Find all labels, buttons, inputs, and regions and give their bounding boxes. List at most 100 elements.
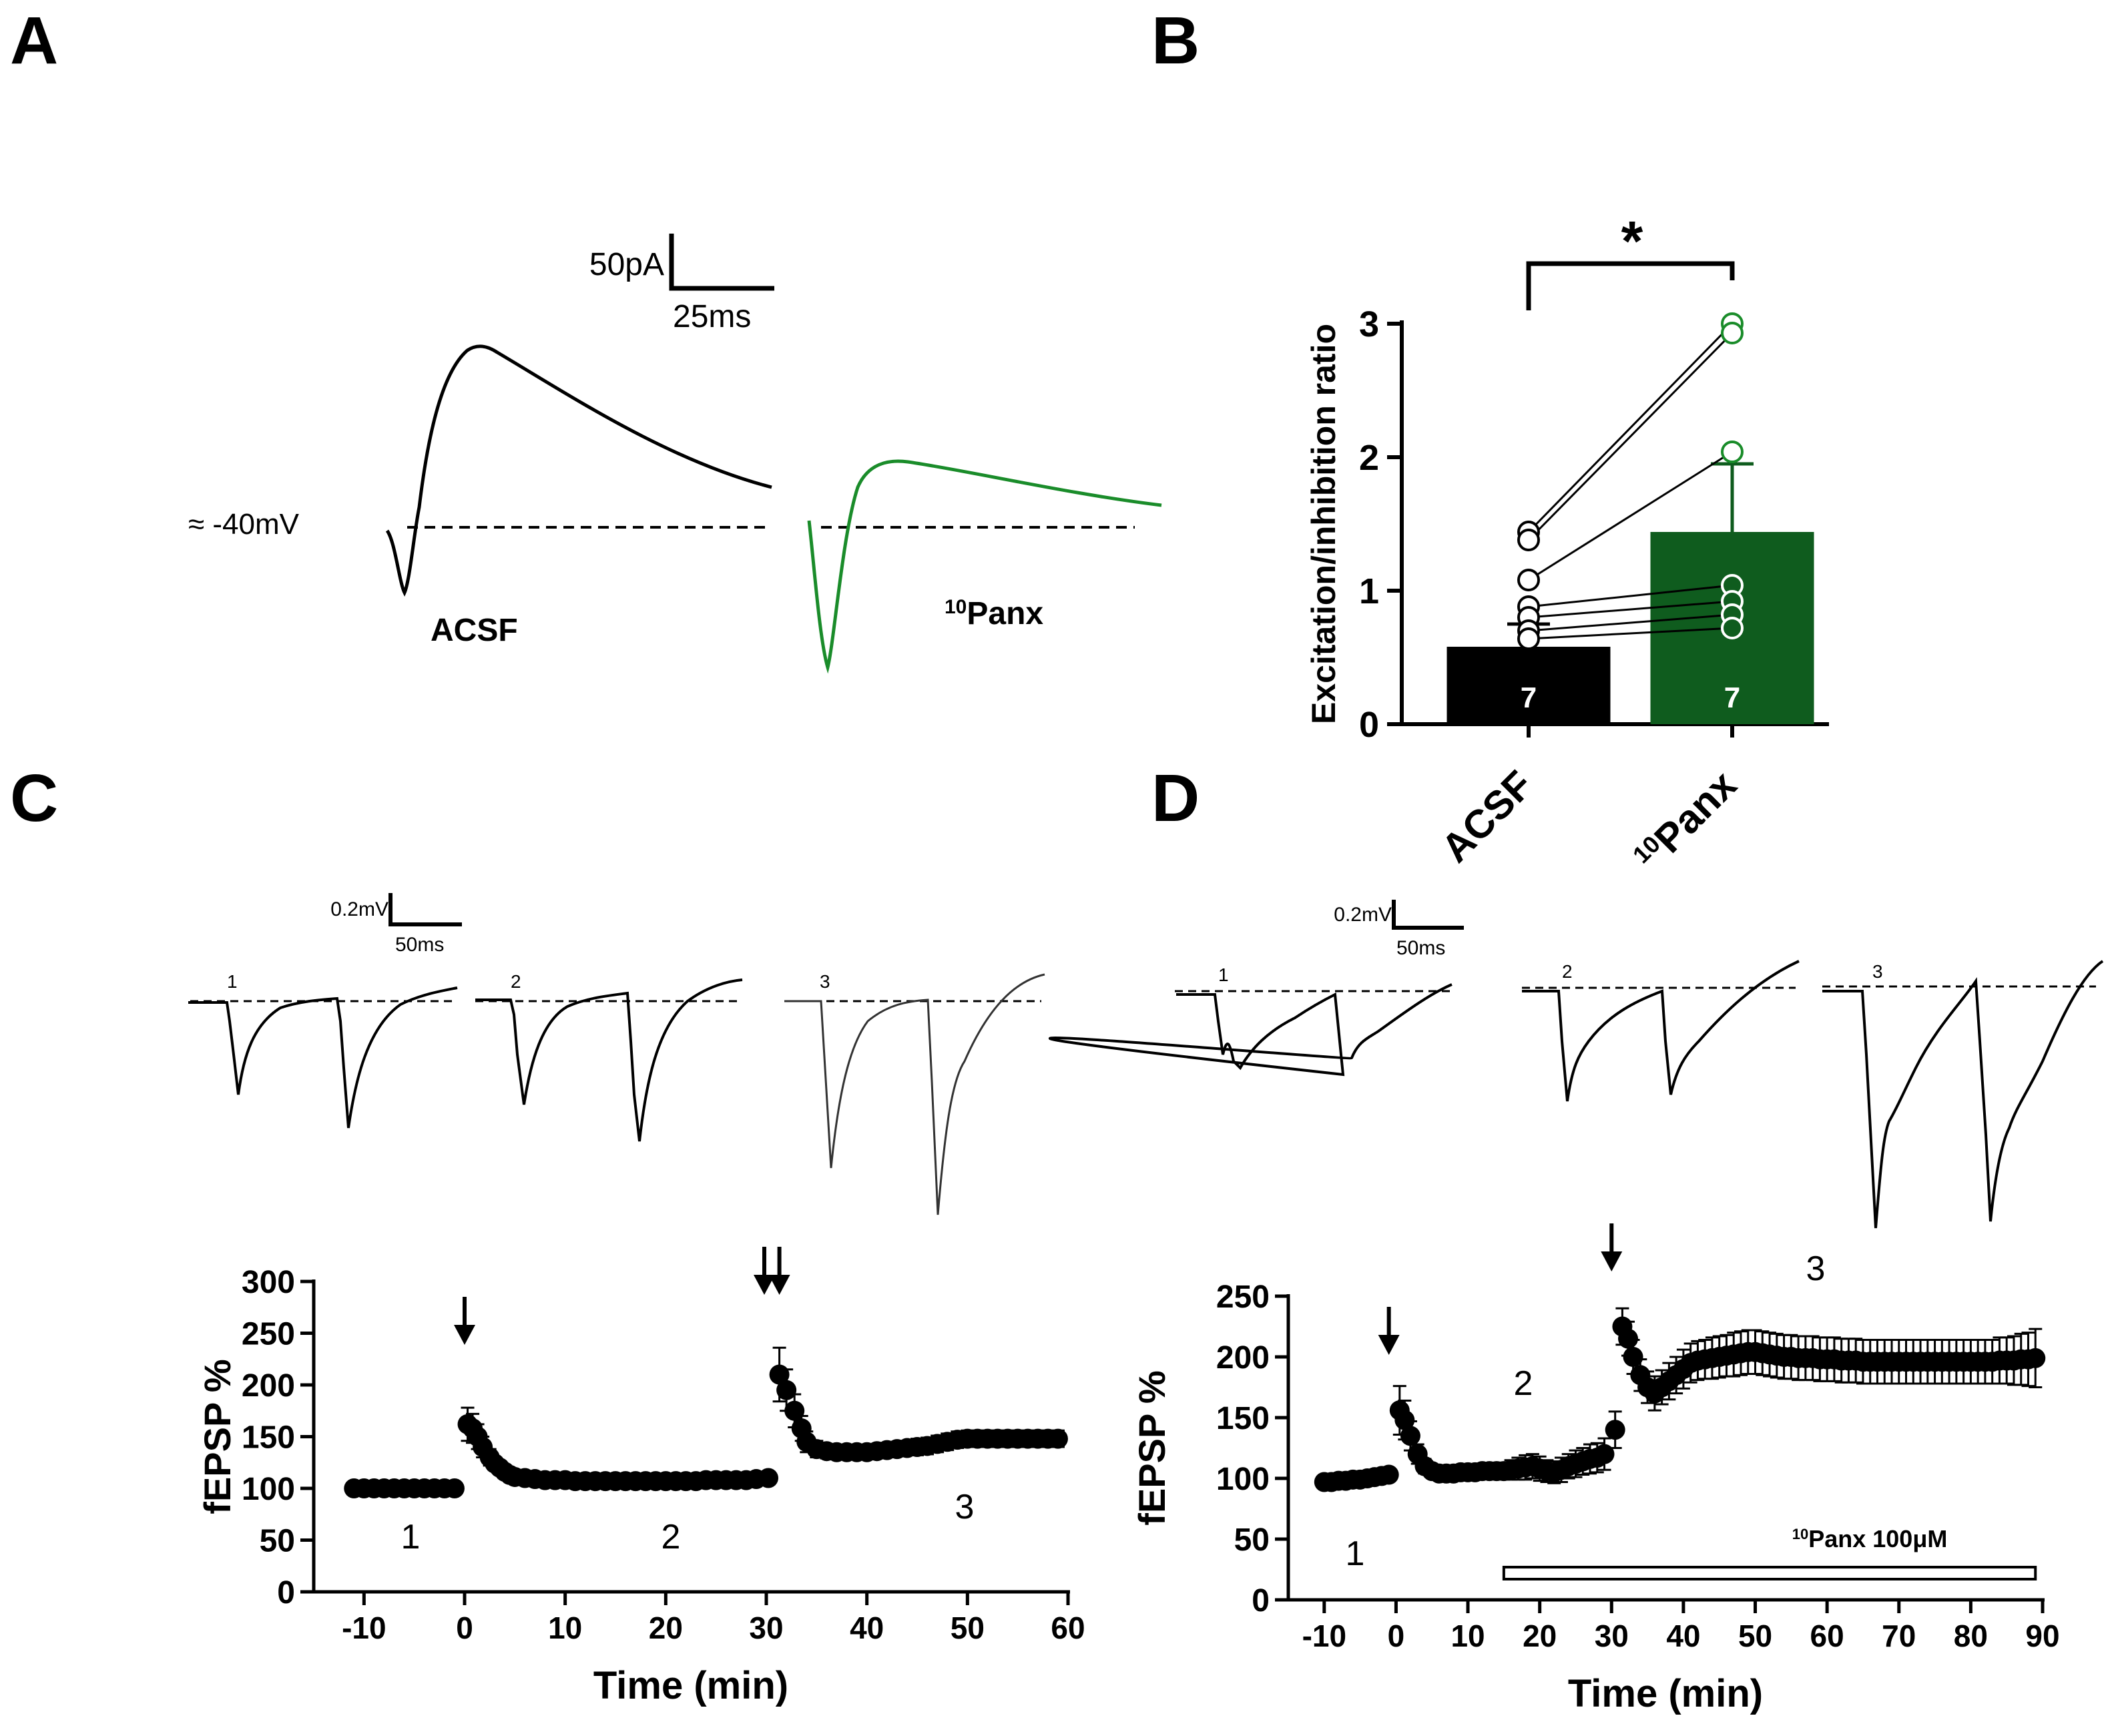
panel-b-point-acsf [1517, 569, 1540, 591]
panel-d-data-point [1618, 1328, 1639, 1349]
panel-d-scale-voltage: 0.2mV [1334, 904, 1392, 926]
panel-d-trace-1 [1048, 983, 1453, 1077]
panel-a-label-panx-text: Panx [967, 596, 1043, 631]
panel-c-phase-label: 1 [401, 1518, 421, 1556]
panel-d-x-tick-label: 40 [1666, 1619, 1700, 1653]
panel-c-y-tick-label: 300 [242, 1265, 295, 1300]
panel-d-trace-3 [1822, 960, 2104, 1229]
panel-b-pair-line [1527, 332, 1734, 541]
panel-c-scale-voltage: 0.2mV [330, 898, 388, 920]
panel-d-x-tick-label: 10 [1451, 1619, 1485, 1653]
panel-c-data-point [769, 1364, 790, 1385]
panel-c-phase-label: 2 [662, 1518, 681, 1556]
panel-d-y-axis-label: fEPSP % [1131, 1370, 1173, 1525]
panel-c-trace-2 [475, 978, 743, 1142]
panel-c-x-tick-label: 30 [749, 1611, 783, 1645]
panel-d-scale-time: 50ms [1396, 937, 1445, 959]
panel-a: 50pA 25ms ≈ -40mV ACSF 10Panx [188, 234, 1162, 674]
panel-d-x-tick-label: 30 [1595, 1619, 1629, 1653]
panel-d-y-tick-label: 150 [1216, 1401, 1270, 1436]
panel-b-y-tick-label: 3 [1359, 304, 1379, 344]
panel-d-data-point [2025, 1348, 2046, 1368]
panel-b-y-axis-label: Excitation/inhibition ratio [1305, 324, 1342, 724]
panel-letter-b: B [1151, 3, 1200, 78]
panel-d-trace-number-1: 1 [1218, 964, 1229, 985]
panel-b-y-tick-label: 0 [1359, 705, 1379, 745]
panel-c-data-point [444, 1478, 465, 1498]
panel-d-drug-application-bar [1502, 1566, 2037, 1580]
panel-c-stimulus-arrow-head [753, 1275, 775, 1295]
panel-b-pair-line [1528, 600, 1733, 619]
panel-letter-d: D [1151, 761, 1200, 836]
panel-c-x-tick-label: 50 [951, 1611, 985, 1645]
panel-d-drug-label: 10Panx 100μM [1792, 1525, 1948, 1552]
panel-d-y-tick-label: 0 [1252, 1583, 1270, 1619]
panel-b-bar [1446, 647, 1611, 724]
panel-b-point-acsf [1517, 627, 1540, 650]
panel-d-drug-label-text: Panx 100μM [1808, 1525, 1947, 1552]
panel-c-x-tick-label: 0 [456, 1611, 473, 1645]
panel-b-pair-line [1527, 322, 1734, 533]
panel-c-x-tick-label: 20 [649, 1611, 683, 1645]
panel-d-stimulus-arrow-head [1378, 1335, 1400, 1355]
panel-b-y-tick-label: 2 [1359, 438, 1379, 478]
panel-d-data-point [1378, 1464, 1399, 1485]
panel-d-phase-label: 2 [1514, 1364, 1533, 1403]
panel-c-x-tick-label: 10 [548, 1611, 582, 1645]
panel-d-x-tick-label: 20 [1523, 1619, 1557, 1653]
panel-b-pair-line [1528, 451, 1733, 581]
panel-a-label-panx: 10Panx [945, 596, 1043, 631]
panel-c-data-point [784, 1400, 805, 1421]
panel-d-data-point [1605, 1420, 1625, 1440]
panel-a-scale-bar-lines [669, 234, 774, 291]
panel-c-trace-1 [188, 986, 458, 1129]
panel-b-significance-star: * [1621, 210, 1643, 272]
panel-c-chart: 0 50 100 150 200 250 300 -10 0 10 20 30 40 50 60 Time (… [196, 1247, 1085, 1707]
panel-b-n-label: 7 [1521, 681, 1537, 714]
panel-d-scale-bar-lines [1392, 900, 1464, 930]
panel-d-phase-label: 1 [1346, 1534, 1365, 1573]
panel-d-traces: 0.2mV 50ms 1 2 3 [1048, 900, 2104, 1229]
panel-a-scale-time: 25ms [673, 299, 751, 334]
panel-c-trace-number-2: 2 [511, 971, 521, 992]
panel-b-pair-line [1528, 627, 1733, 640]
panel-b-point-panx [1721, 617, 1744, 639]
panel-c-data-point [776, 1380, 797, 1400]
panel-c-data-point [758, 1468, 779, 1488]
panel-a-label-acsf: ACSF [431, 613, 518, 648]
panel-b-y-tick-label: 1 [1359, 571, 1379, 611]
panel-d-x-tick-label: 60 [1810, 1619, 1844, 1653]
panel-b-significance-bracket [1526, 261, 1735, 310]
panel-c-stimulus-arrow-head [454, 1325, 475, 1345]
panel-d-x-tick-label: 0 [1388, 1619, 1405, 1653]
panel-d-stimulus-arrow-head [1601, 1251, 1623, 1271]
panel-c-trace-3 [784, 973, 1045, 1215]
panel-d-trace-2 [1522, 960, 1800, 1102]
panel-c-scale-bar-lines [388, 893, 462, 926]
panel-letter-c: C [10, 761, 58, 836]
panel-b-point-acsf [1517, 529, 1540, 551]
panel-d-data-point [1400, 1426, 1420, 1446]
panel-c-data-point [1047, 1428, 1068, 1449]
panel-d-drug-label-sup: 10 [1792, 1526, 1808, 1542]
panel-d-x-tick-label: 90 [2025, 1619, 2059, 1653]
panel-d-data-point [1623, 1347, 1643, 1367]
panel-c-y-tick-label: 0 [277, 1575, 295, 1611]
panel-d-phase-label: 3 [1806, 1249, 1826, 1288]
panel-d-trace-number-3: 3 [1872, 961, 1883, 982]
panel-c-y-tick-label: 50 [260, 1524, 295, 1559]
panel-d-trace-number-2: 2 [1562, 961, 1573, 982]
panel-a-holding-label: ≈ -40mV [188, 508, 300, 541]
panel-c-y-tick-label: 250 [242, 1317, 295, 1352]
panel-d-y-tick-label: 50 [1234, 1522, 1270, 1558]
panel-a-acsf-trace [385, 344, 772, 597]
panel-letter-a: A [10, 3, 58, 78]
panel-c-x-axis-label: Time (min) [593, 1664, 788, 1707]
panel-d-y-tick-label: 250 [1216, 1279, 1270, 1315]
panel-c-y-axis-label: fEPSP % [196, 1359, 238, 1514]
panel-a-label-panx-sup: 10 [945, 596, 967, 618]
panel-b-point-panx [1721, 322, 1744, 344]
panel-d-y-tick-label: 200 [1216, 1340, 1270, 1376]
